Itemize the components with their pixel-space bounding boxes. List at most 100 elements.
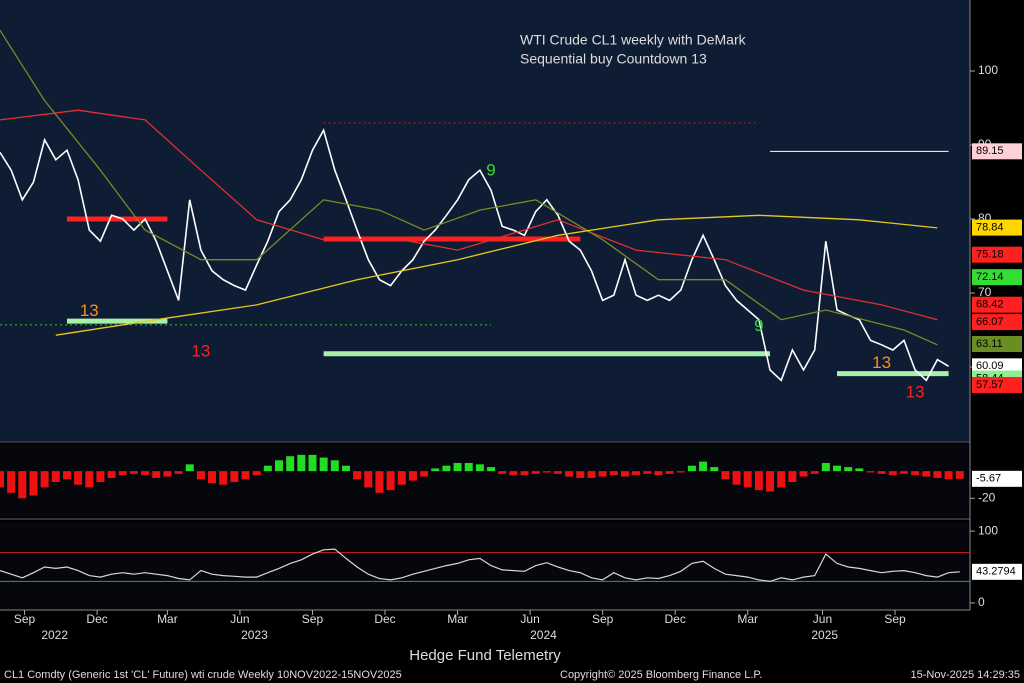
price-tag-label: 89.15 bbox=[976, 145, 1004, 157]
histogram-bar bbox=[676, 471, 685, 473]
x-tick-label: Dec bbox=[86, 612, 107, 626]
chart-subtitle: Sequential buy Countdown 13 bbox=[520, 51, 707, 67]
value-tag bbox=[972, 563, 1022, 580]
y-tick-label: 70 bbox=[978, 285, 992, 299]
histogram-bar bbox=[520, 471, 529, 476]
price-tag-label: 57.57 bbox=[976, 379, 1004, 391]
chart-title: WTI Crude CL1 weekly with DeMark bbox=[520, 32, 747, 48]
histogram-bar bbox=[821, 462, 830, 472]
histogram-bar bbox=[397, 471, 406, 485]
histogram-bar bbox=[620, 471, 629, 477]
histogram-bar bbox=[844, 467, 853, 472]
histogram-bar bbox=[933, 471, 942, 478]
histogram-bar bbox=[598, 471, 607, 477]
histogram-bar bbox=[275, 460, 283, 472]
histogram-bar bbox=[632, 471, 641, 476]
histogram-bar bbox=[810, 471, 819, 474]
price-tag-label: 72.14 bbox=[976, 271, 1004, 283]
histogram-bar bbox=[498, 471, 507, 474]
histogram-bar bbox=[174, 471, 183, 474]
td-count: 9 bbox=[754, 316, 763, 335]
histogram-bar bbox=[431, 468, 440, 472]
histogram-bar bbox=[899, 471, 908, 474]
histogram-bar bbox=[743, 471, 752, 488]
histogram-panel bbox=[0, 444, 970, 517]
histogram-bar bbox=[18, 471, 27, 499]
histogram-bar bbox=[888, 471, 897, 476]
histogram-bar bbox=[565, 471, 574, 477]
x-tick-label: Sep bbox=[592, 612, 614, 626]
price-tag bbox=[972, 269, 1022, 286]
histogram-bar bbox=[833, 465, 841, 472]
histogram-bar bbox=[955, 471, 964, 479]
histogram-bar bbox=[51, 471, 60, 482]
histogram-bar bbox=[263, 465, 272, 472]
histogram-bar bbox=[386, 471, 395, 491]
histogram-bar bbox=[420, 471, 429, 477]
price-tag bbox=[972, 376, 1022, 393]
x-tick-label: Jun bbox=[520, 612, 539, 626]
td-count: 13 bbox=[872, 353, 891, 372]
histogram-bar bbox=[330, 460, 339, 472]
price-tag bbox=[972, 358, 1022, 375]
histogram-bar bbox=[196, 471, 205, 480]
moving-average bbox=[0, 29, 938, 346]
price-tag bbox=[972, 335, 1022, 352]
td-count: 13 bbox=[80, 301, 99, 320]
histogram-bar bbox=[252, 471, 261, 476]
histogram-bar bbox=[554, 471, 562, 474]
price-tag bbox=[972, 219, 1022, 236]
histogram-bar bbox=[665, 471, 674, 474]
histogram-bar bbox=[286, 456, 295, 472]
histogram-bar bbox=[576, 471, 585, 478]
histogram-bar bbox=[509, 471, 518, 476]
histogram-bar bbox=[29, 471, 38, 496]
histogram-bar bbox=[152, 471, 161, 478]
x-tick-label: Mar bbox=[737, 612, 758, 626]
x-tick-label: Jun bbox=[230, 612, 249, 626]
histogram-bar bbox=[442, 465, 451, 472]
histogram-bar bbox=[62, 471, 71, 480]
y-tick-label: -20 bbox=[978, 490, 996, 504]
histogram-bar bbox=[855, 468, 864, 472]
x-tick-label: Mar bbox=[447, 612, 468, 626]
histogram-bar bbox=[364, 471, 373, 488]
price-tag bbox=[972, 246, 1022, 263]
histogram-bar bbox=[754, 471, 763, 491]
y-tick-label: 100 bbox=[978, 63, 998, 77]
histogram-bar bbox=[654, 471, 663, 476]
x-tick-label: Sep bbox=[302, 612, 324, 626]
price-tag-label: 78.84 bbox=[976, 222, 1004, 234]
histogram-bar bbox=[219, 471, 228, 485]
histogram-bar bbox=[531, 471, 540, 474]
histogram-bar bbox=[74, 471, 83, 485]
moving-average bbox=[0, 109, 938, 321]
histogram-bar bbox=[297, 454, 306, 472]
histogram-bar bbox=[353, 471, 362, 480]
price-tag-label: 75.18 bbox=[976, 249, 1004, 261]
x-tick-label: Mar bbox=[157, 612, 178, 626]
histogram-bar bbox=[341, 465, 350, 472]
value-tag bbox=[972, 470, 1022, 487]
status-bar bbox=[0, 667, 1024, 683]
x-tick-label: Jun bbox=[813, 612, 832, 626]
histogram-bar bbox=[129, 471, 138, 474]
price-tag-label: 60.09 bbox=[976, 360, 1004, 372]
histogram-bar bbox=[866, 471, 875, 473]
footer-right: 15-Nov-2025 14:29:35 bbox=[911, 669, 1020, 681]
histogram-bar bbox=[308, 454, 317, 472]
histogram-bar bbox=[542, 471, 551, 473]
histogram-bar bbox=[208, 471, 217, 484]
y-tick-label: 100 bbox=[978, 523, 998, 537]
price-tag-label: 66.07 bbox=[976, 316, 1004, 328]
x-tick-label: Dec bbox=[665, 612, 686, 626]
histogram-bar bbox=[643, 471, 652, 474]
td-count: 13 bbox=[906, 382, 925, 401]
histogram-bar bbox=[766, 471, 775, 492]
price-tag-label: 63.11 bbox=[976, 338, 1003, 350]
price-tag-label: 68.42 bbox=[976, 299, 1004, 311]
histogram-bar bbox=[475, 464, 484, 472]
value-tag-label: 43.2794 bbox=[976, 566, 1016, 578]
footer-left: CL1 Comdty (Generic 1st 'CL' Future) wti… bbox=[4, 669, 402, 681]
histogram-bar bbox=[375, 471, 384, 493]
